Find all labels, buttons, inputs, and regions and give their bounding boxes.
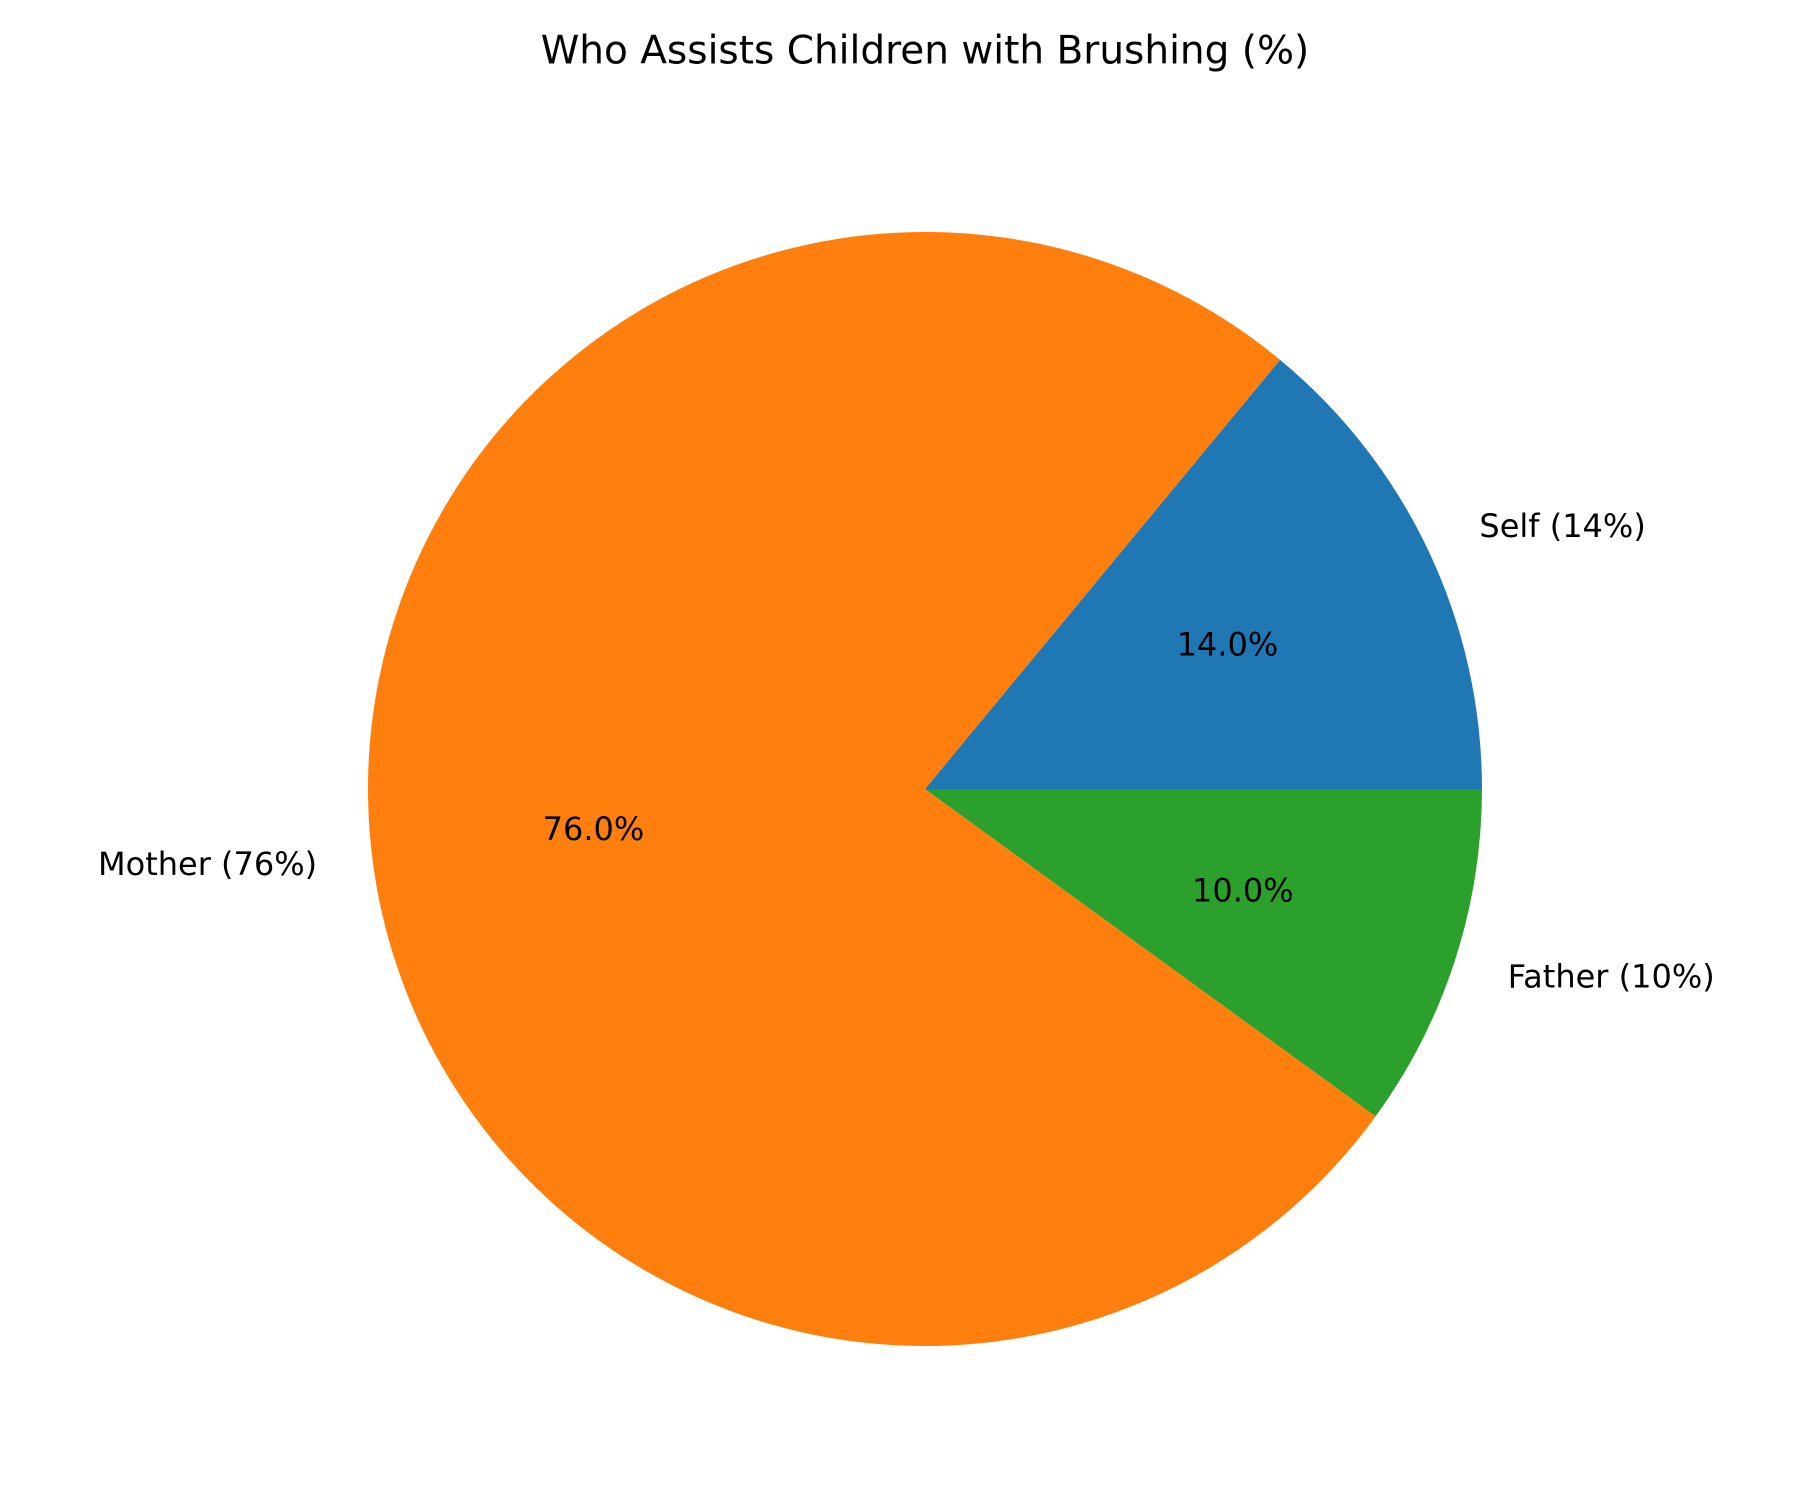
chart-title: Who Assists Children with Brushing (%) <box>541 29 1310 74</box>
value-label: 14.0% <box>1177 626 1279 664</box>
pie-slice <box>367 232 1376 1347</box>
value-label: 76.0% <box>543 810 645 848</box>
slice-label: Mother (76%) <box>98 845 317 883</box>
slice-label: Self (14%) <box>1479 507 1645 545</box>
slice-label: Father (10%) <box>1508 957 1715 995</box>
value-label: 10.0% <box>1192 871 1294 909</box>
pie-slice <box>925 359 1482 789</box>
pie-slice <box>925 789 1482 1117</box>
